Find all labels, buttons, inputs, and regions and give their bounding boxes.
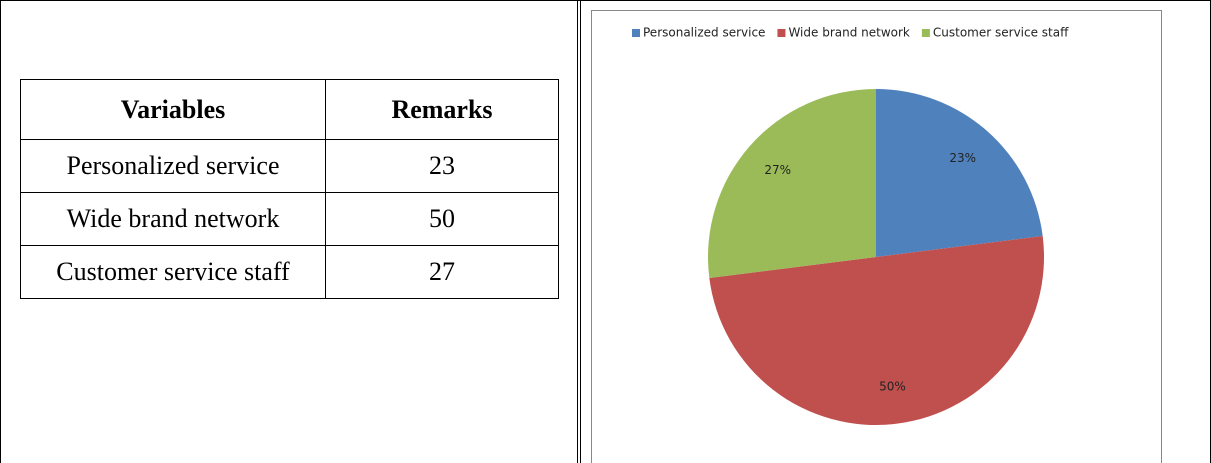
- row: Wide brand network 50: [20, 192, 559, 246]
- data-label: 27%: [764, 163, 791, 177]
- legend-swatch: [632, 29, 640, 37]
- legend-swatch: [921, 29, 930, 37]
- cell: Personalized service: [20, 139, 326, 193]
- legend-swatch: [777, 29, 786, 37]
- data-table: Variables Remarks Personalized service 2…: [20, 79, 559, 299]
- cell-divider: [577, 0, 578, 463]
- data-label: 23%: [949, 151, 976, 165]
- legend-label: Wide brand network: [788, 26, 909, 40]
- cell: 27: [325, 245, 559, 299]
- pie-slice: [708, 89, 876, 279]
- row: Customer service staff 27: [20, 245, 559, 299]
- pie-slice: [876, 89, 1043, 257]
- chart-frame: [591, 10, 1162, 463]
- header-cell: Variables: [20, 79, 326, 140]
- legend-label: Customer service staff: [933, 26, 1069, 40]
- cell: Wide brand network: [20, 192, 326, 246]
- cell-divider: [580, 0, 581, 463]
- header-cell: Remarks: [325, 79, 559, 140]
- data-label: 50%: [879, 380, 906, 394]
- cell: Customer service staff: [20, 245, 326, 299]
- legend-label: Personalized service: [643, 26, 765, 40]
- pie-slice: [709, 235, 1044, 425]
- header-row: Variables Remarks: [20, 79, 559, 140]
